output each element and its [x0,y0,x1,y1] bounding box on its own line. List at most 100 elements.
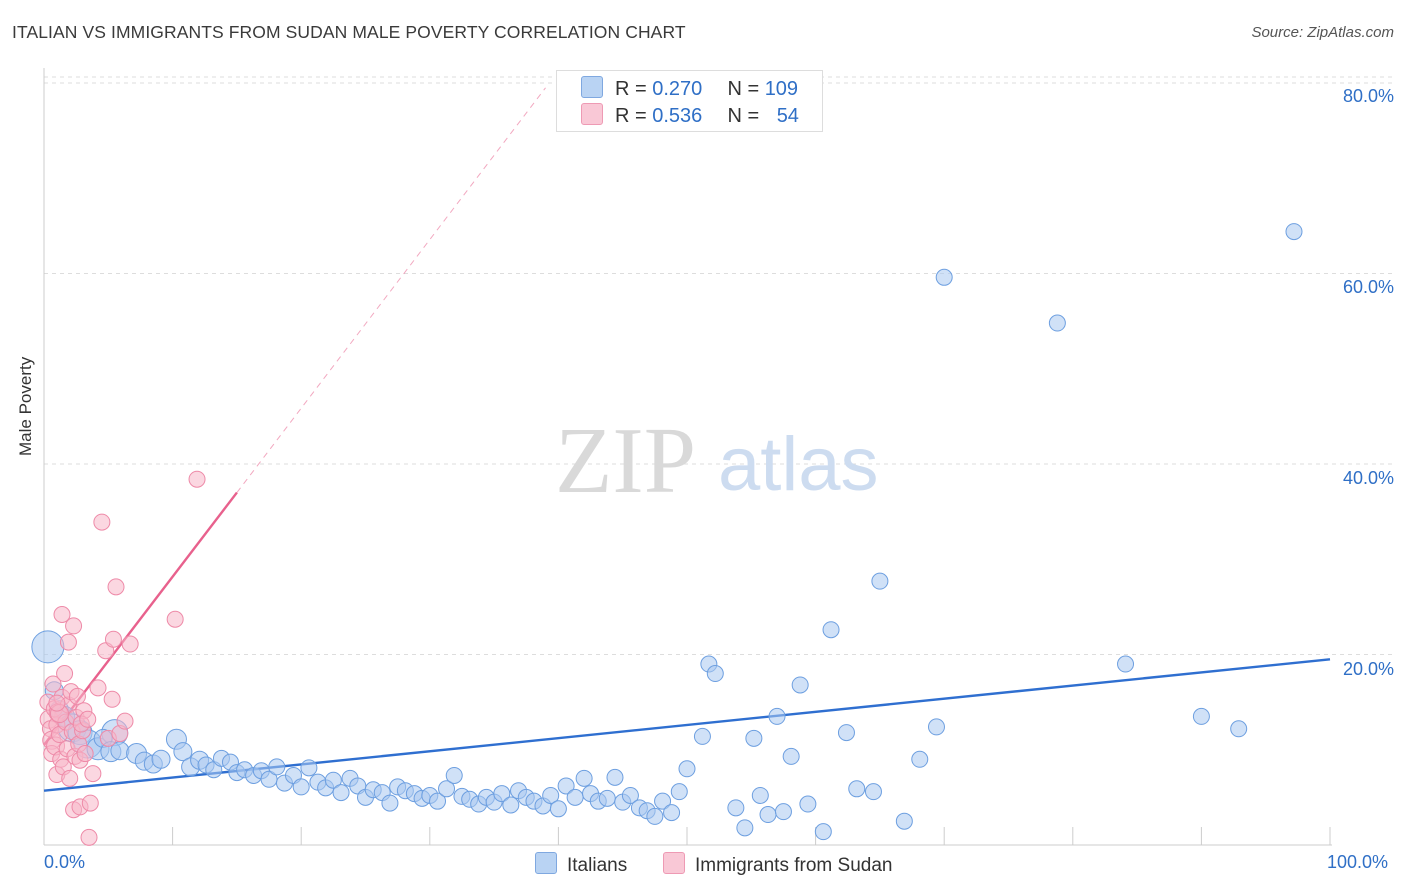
italians-r-label: R = [615,78,647,100]
y-tick-60: 60.0% [1342,277,1394,297]
watermark-atlas: atlas [718,422,879,507]
sudan-r-label: R = [615,105,647,127]
italians-point [822,621,840,639]
italians-point [678,760,696,778]
italians-point [663,804,681,822]
italians-point [759,806,777,824]
sudan-point [53,605,71,623]
sudan-point [89,679,107,697]
italians-point [799,795,817,813]
italians-point [706,665,724,683]
italians-point [445,766,463,784]
source-label: Source: ZipAtlas.com [1251,24,1394,41]
x-tick-0: 0.0% [44,852,86,872]
watermark-zip: ZIP [555,409,696,513]
legend-row-italians: R = 0.270 N = 109 [581,76,798,100]
italians-point [429,792,447,810]
sudan-legend-swatch [663,852,685,874]
italians-point [864,783,882,801]
italians-point [292,778,310,796]
italians-point [268,758,286,776]
x-tick-100: 100.0% [1327,852,1389,872]
italians-point [1117,655,1135,673]
sudan-n-value: 54 [776,105,799,127]
italians-r-value: 0.270 [652,78,703,100]
sudan-point [93,513,111,531]
sudan-point [68,687,86,705]
italians-point [332,784,350,802]
italians-point [566,788,584,806]
italians-point [598,789,616,807]
trendline-sudan-2 [236,87,546,493]
sudan-point [188,470,206,488]
italians-point [300,759,318,777]
italians-point [646,807,664,825]
data-points [31,223,1303,846]
italians-point [324,771,342,789]
legend-row-sudan: R = 0.536 N = 54 [581,103,799,127]
sudan-point [84,765,102,783]
sudan-point [107,578,125,596]
italians-point [606,768,624,786]
series-legend-italians: Italians [535,852,627,877]
italians-point [736,819,754,837]
italians-point [31,630,65,664]
italians-point [848,780,866,798]
y-axis-label: Male Poverty [16,356,35,456]
sudan-point [80,828,98,846]
zipatlas-watermark: ZIP atlas [555,409,879,513]
italians-point [1048,314,1066,332]
italians-point [1192,707,1210,725]
italians-point [493,785,511,803]
italians-point [654,792,672,810]
sudan-point [48,694,66,712]
italians-point [774,803,792,821]
sudan-point [81,794,99,812]
italians-point [935,268,953,286]
series-legend-sudan: Immigrants from Sudan [663,852,892,877]
italians-point [768,707,786,725]
italians-point [542,786,560,804]
grid-lines [44,76,1392,655]
italians-point [1230,720,1248,738]
italians-point [782,747,800,765]
italians-point [927,718,945,736]
sudan-point [103,690,121,708]
italians-swatch [581,76,603,98]
italians-point [814,823,832,841]
sudan-point [59,633,77,651]
italians-point [693,727,711,745]
italians-point [837,724,855,742]
italians-n-label: N = [727,78,760,100]
italians-point [438,780,456,798]
italians-point [621,786,639,804]
sudan-point [44,675,62,693]
sudan-point [79,710,97,728]
italians-point [745,729,763,747]
sudan-point [61,769,79,787]
italians-point [727,799,745,817]
italians-point [151,749,171,769]
italians-point [670,783,688,801]
correlation-legend: R = 0.270 N = 109 R = 0.536 N = 54 [556,70,823,132]
italians-point [911,750,929,768]
italians-point [871,572,889,590]
sudan-point [56,665,74,683]
italians-legend-label: Italians [567,855,628,876]
italians-point [173,742,193,762]
chart-title: ITALIAN VS IMMIGRANTS FROM SUDAN MALE PO… [12,22,686,42]
y-tick-20: 20.0% [1342,659,1394,679]
italians-point [502,796,520,814]
sudan-point [104,630,122,648]
italians-point [791,676,809,694]
sudan-point [166,610,184,628]
italians-point [381,794,399,812]
sudan-n-label: N = [727,105,760,127]
sudan-legend-label: Immigrants from Sudan [695,855,893,876]
italians-point [575,769,593,787]
sudan-swatch [581,103,603,125]
y-tick-40: 40.0% [1342,468,1394,488]
italians-n-value: 109 [764,78,799,100]
sudan-point [76,745,94,763]
